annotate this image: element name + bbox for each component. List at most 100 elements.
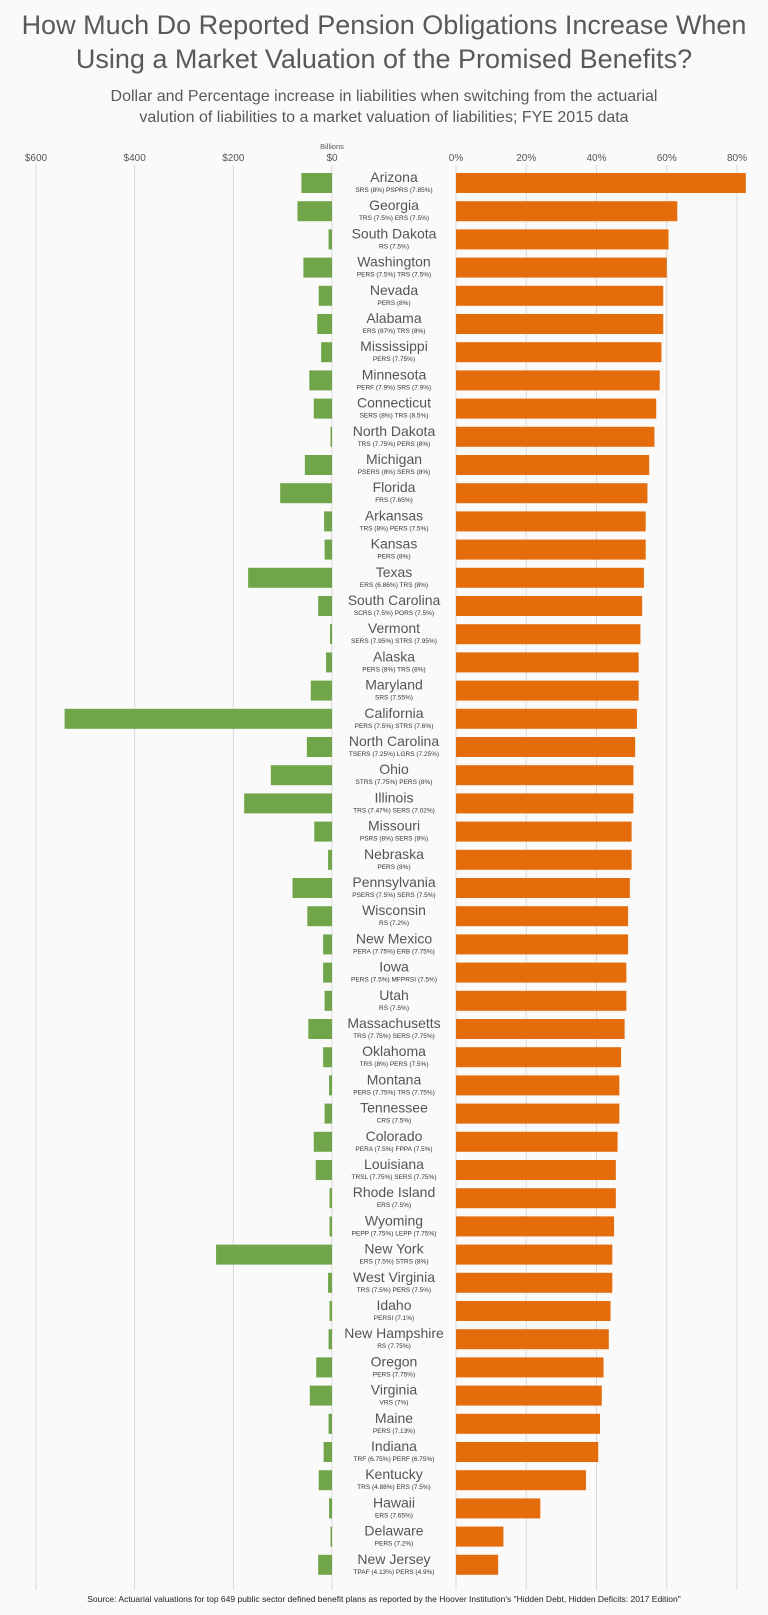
plan-label: ERS (87%) TRS (8%): [363, 328, 426, 335]
state-label: Alaska: [373, 648, 415, 664]
percent-bar: [456, 342, 662, 363]
plan-label: PERSI (7.1%): [374, 1315, 414, 1322]
plan-label: PERS (7.5%) STRS (7.6%): [355, 723, 434, 730]
left-tick-label: $0: [326, 153, 338, 164]
state-label: Oklahoma: [362, 1043, 426, 1059]
dollar-bar: [270, 765, 332, 786]
state-label: Connecticut: [357, 395, 431, 411]
dollar-bar: [303, 257, 332, 278]
state-label: North Dakota: [353, 423, 436, 439]
state-label: New Jersey: [357, 1551, 430, 1567]
dollar-bar: [313, 398, 332, 419]
state-label: Iowa: [379, 959, 409, 975]
percent-bar: [456, 624, 641, 645]
dollar-bar: [329, 1188, 332, 1209]
plan-label: PERA (7.75%) ERB (7.75%): [353, 948, 435, 955]
state-label: Louisiana: [364, 1156, 424, 1172]
state-label: Kentucky: [365, 1466, 423, 1482]
dollar-bar: [328, 1272, 332, 1293]
dollar-bar: [324, 539, 332, 560]
state-label: New Mexico: [356, 930, 432, 946]
percent-bar: [456, 426, 655, 447]
plan-label: PERS (8%): [377, 554, 410, 561]
state-label: Mississippi: [360, 338, 428, 354]
state-label: South Carolina: [348, 592, 441, 608]
state-label: Pennsylvania: [352, 874, 435, 890]
dollar-bar: [310, 680, 332, 701]
plan-label: SRS (8%) PSPRS (7.85%): [355, 187, 432, 194]
state-label: Missouri: [368, 818, 420, 834]
state-label: Vermont: [368, 620, 420, 636]
plan-label: PERS (8%): [377, 864, 410, 871]
percent-bar: [456, 765, 634, 786]
state-label: Minnesota: [362, 366, 427, 382]
dollar-bar: [244, 793, 332, 814]
plan-label: TRS (7.5%) ERS (7.5%): [359, 215, 429, 222]
dollar-bar: [330, 624, 332, 645]
state-label: Washington: [357, 254, 430, 270]
plan-label: TPAF (4.13%) PERS (4.9%): [353, 1569, 434, 1576]
state-label: West Virginia: [353, 1269, 435, 1285]
percent-bar: [456, 1131, 618, 1152]
dollar-bar: [292, 878, 332, 898]
dollar-bar: [308, 1019, 332, 1039]
chart-subtitle: Dollar and Percentage increase in liabil…: [110, 88, 658, 126]
state-label: Kansas: [371, 536, 418, 552]
state-label: Illinois: [375, 789, 414, 805]
dollar-bar: [323, 934, 332, 955]
dollar-bar: [216, 1244, 332, 1265]
plan-label: PERS (7.5%) TRS (7.5%): [357, 272, 431, 279]
dollar-bar: [317, 314, 332, 334]
state-label: New York: [364, 1241, 424, 1257]
percent-bar: [456, 708, 637, 729]
percent-bar: [456, 1160, 616, 1180]
percent-bar: [456, 1103, 620, 1124]
state-label: Michigan: [366, 451, 422, 467]
state-label: Nevada: [370, 282, 418, 298]
percent-bar: [456, 849, 632, 870]
plan-label: ERS (7.65%): [375, 1512, 413, 1519]
percent-bar: [456, 1442, 599, 1462]
state-label: Tennessee: [360, 1100, 428, 1116]
plan-label: TRS (4.88%) ERS (7.5%): [357, 1484, 431, 1491]
state-label: Nebraska: [364, 846, 424, 862]
plan-label: TRS (7.75%) SERS (7.75%): [353, 1033, 435, 1040]
dollar-bar: [280, 483, 332, 504]
plan-label: PERF (7.9%) SRS (7.9%): [357, 384, 431, 391]
dollar-bar: [64, 708, 332, 729]
plan-label: PSRS (8%) SERS (8%): [360, 836, 428, 843]
dollar-bar: [248, 567, 332, 588]
plan-label: RS (7.2%): [379, 920, 409, 927]
plan-label: PERS (7.75%): [373, 356, 415, 363]
state-label: New Hampshire: [344, 1325, 444, 1341]
plan-label: TRS (8%) PERS (7.5%): [360, 525, 429, 532]
percent-bar: [456, 1047, 622, 1068]
percent-bar: [456, 680, 639, 701]
state-label: Indiana: [371, 1438, 417, 1454]
plan-label: SRS (7.55%): [375, 695, 413, 702]
plan-label: PERS (7.13%): [373, 1428, 415, 1435]
state-label: Virginia: [371, 1382, 418, 1398]
percent-bar: [456, 737, 636, 757]
plan-label: PERS (8%): [377, 300, 410, 307]
plan-label: PSERS (7.5%) SERS (7.5%): [352, 892, 435, 899]
percent-bar: [456, 1329, 609, 1350]
dollar-bar: [323, 1047, 332, 1068]
state-label: Oregon: [371, 1353, 418, 1369]
plan-label: ERS (7.5%): [377, 1202, 411, 1209]
dollar-bar: [323, 962, 332, 983]
percent-bar: [456, 1272, 613, 1293]
dollar-bar: [324, 1103, 332, 1124]
plan-label: ERS (7.5%) STRS (8%): [360, 1259, 429, 1266]
percent-bar: [456, 1413, 601, 1434]
dollar-bar: [326, 652, 332, 673]
dollar-bar: [328, 1329, 332, 1350]
percent-bar: [456, 201, 678, 222]
plan-label: RS (7.5%): [379, 1005, 409, 1012]
dollar-bar: [318, 596, 332, 616]
state-label: Massachusetts: [347, 1015, 440, 1031]
percent-bar: [456, 1470, 586, 1491]
dollar-bar: [297, 201, 332, 222]
percent-bar: [456, 483, 648, 504]
